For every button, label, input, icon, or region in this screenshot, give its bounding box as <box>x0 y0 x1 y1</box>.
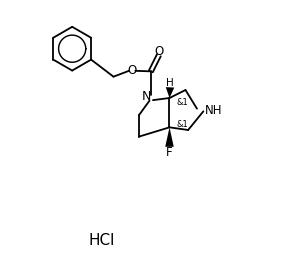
Text: H: H <box>166 78 174 88</box>
Polygon shape <box>165 127 174 147</box>
Text: &1: &1 <box>176 98 188 107</box>
Text: &1: &1 <box>176 120 188 129</box>
Text: O: O <box>155 44 164 58</box>
Text: O: O <box>128 64 137 76</box>
Polygon shape <box>166 87 174 98</box>
Text: F: F <box>166 146 173 159</box>
Text: N: N <box>142 90 151 103</box>
Text: NH: NH <box>205 103 222 117</box>
Text: HCl: HCl <box>88 233 115 248</box>
